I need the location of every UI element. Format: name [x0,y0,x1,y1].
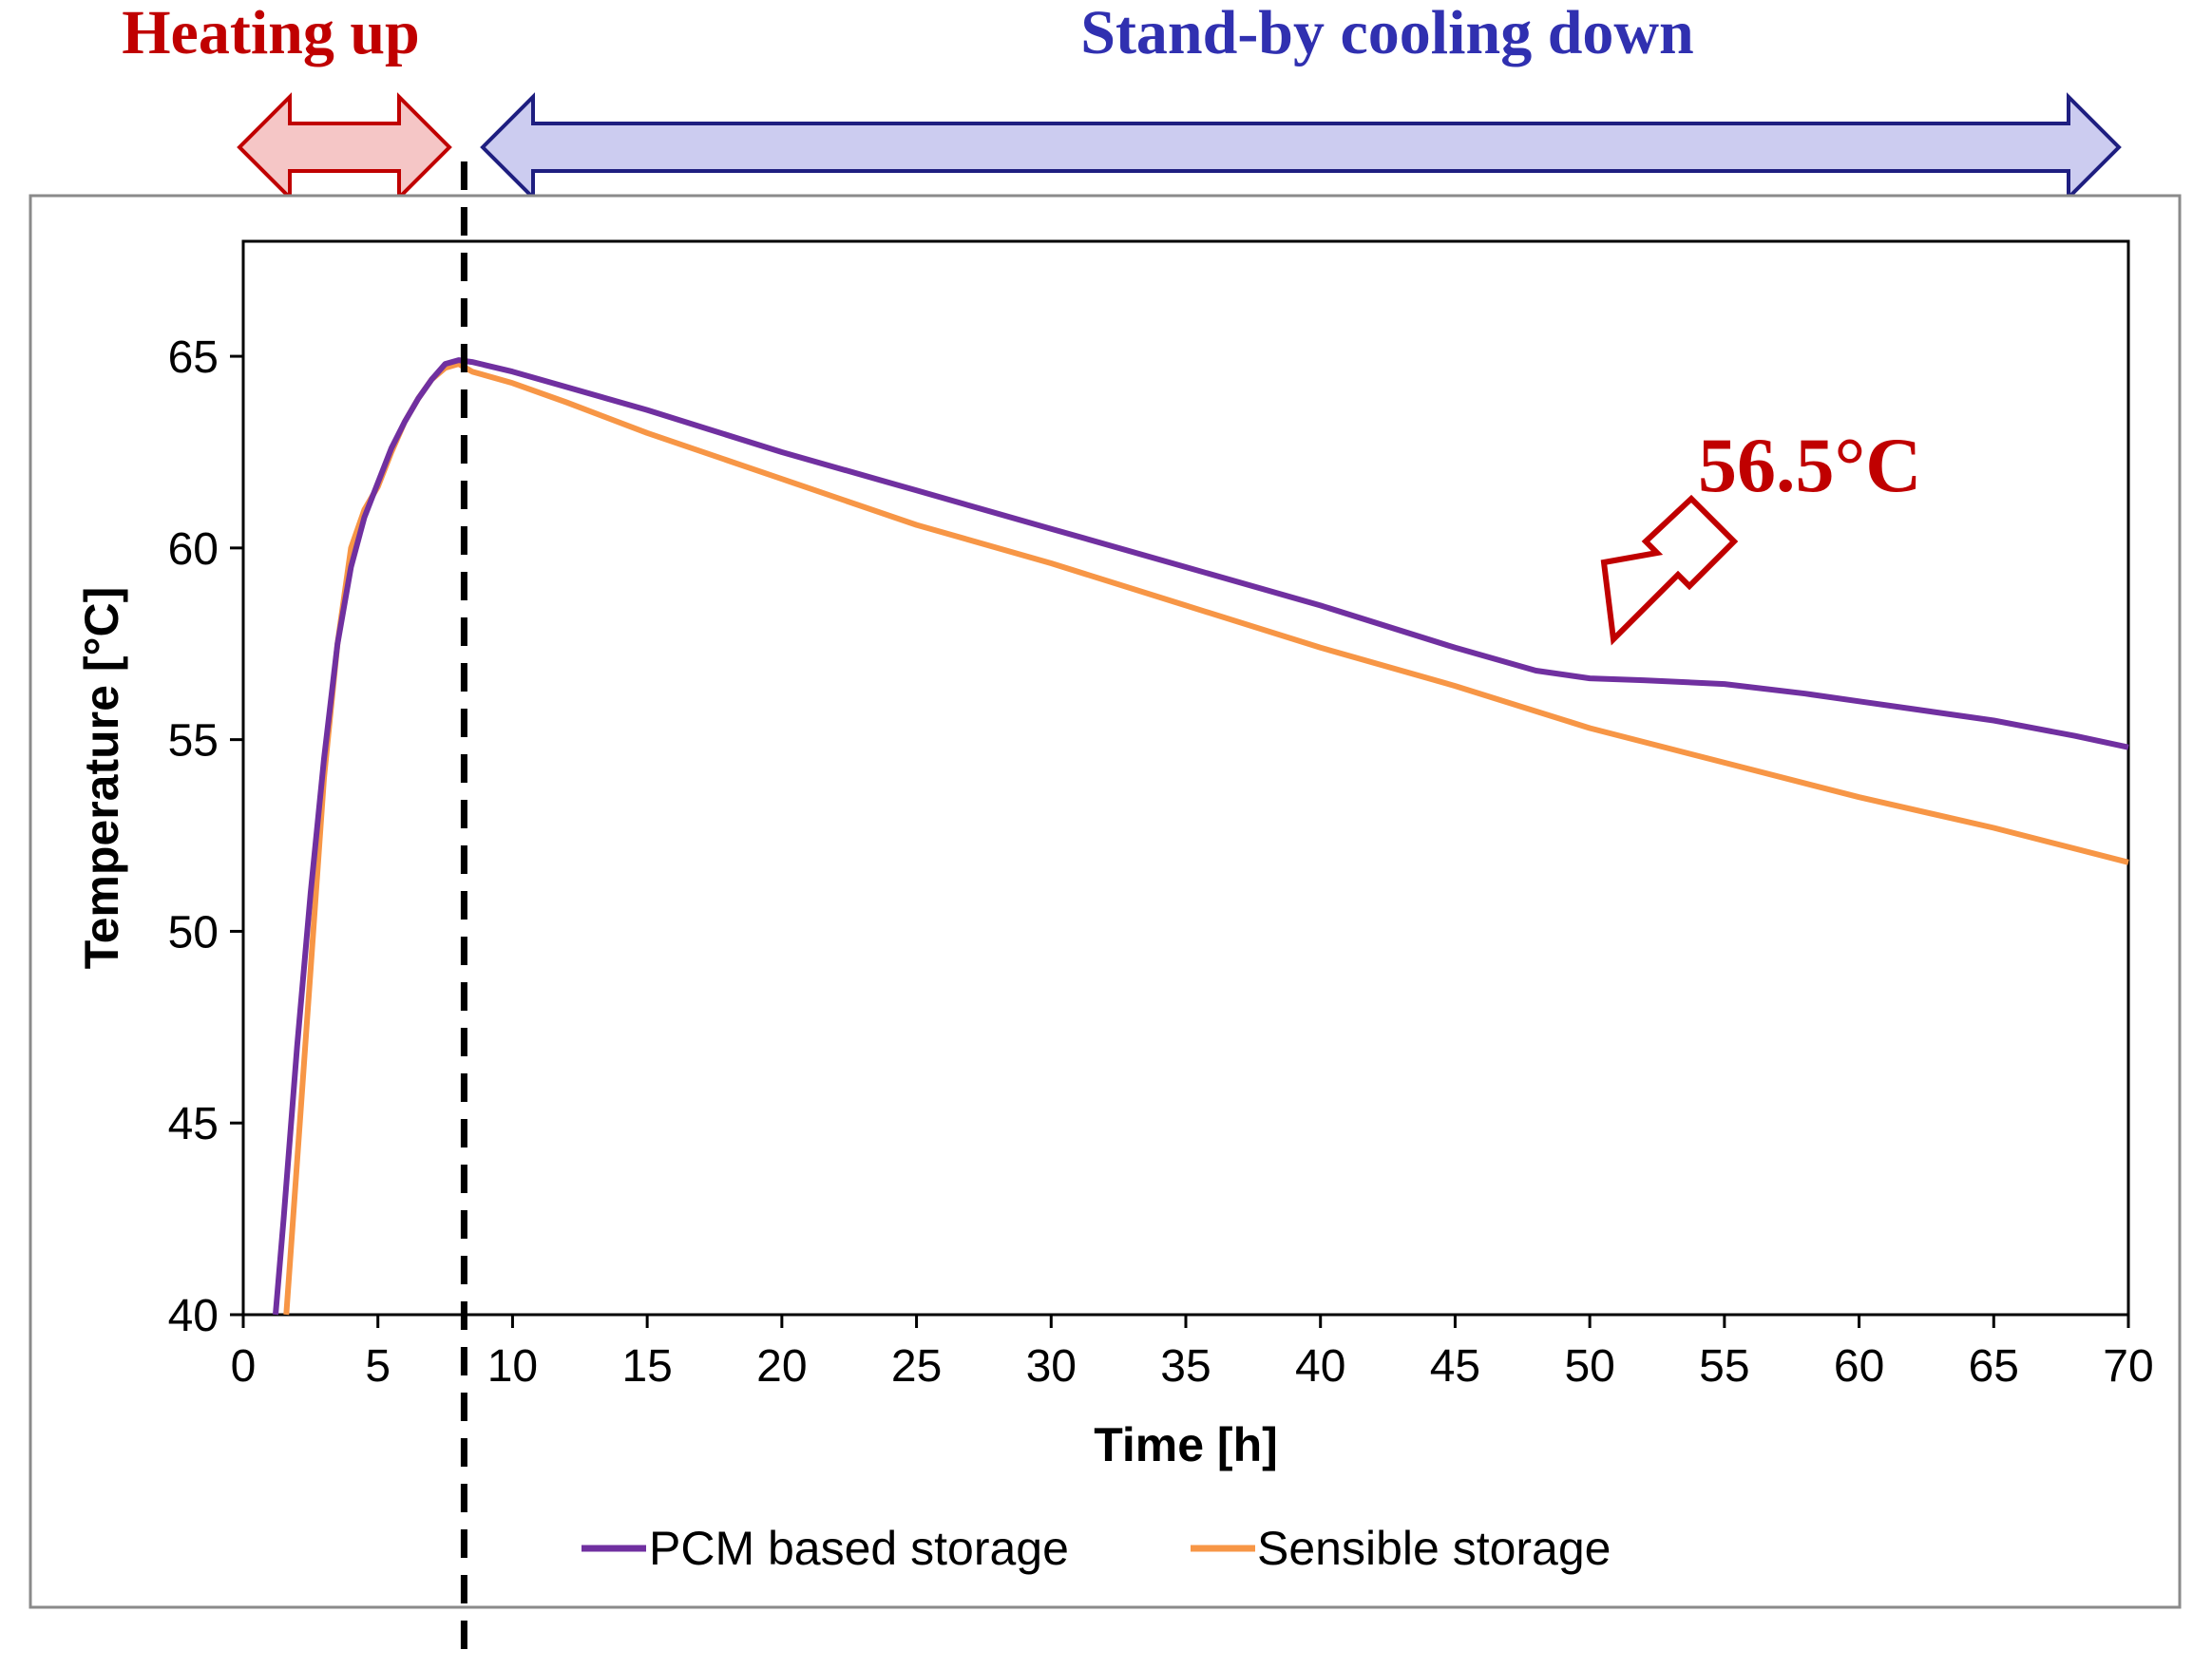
annotation-arrow-icon [1600,494,1739,646]
x-tick-label: 65 [1969,1341,2019,1392]
series-layer [273,357,2129,1316]
y-tick-label: 60 [168,524,219,575]
x-tick-label: 15 [621,1341,672,1392]
chart-area-frame [29,194,2182,1609]
x-tick-label: 35 [1160,1341,1211,1392]
series-line-pcm [273,357,2129,1316]
y-tick-label: 55 [168,716,219,767]
y-tick-label: 40 [168,1291,219,1341]
x-tick-label: 50 [1564,1341,1614,1392]
x-tick-label: 70 [2103,1341,2153,1392]
x-tick-label: 0 [231,1341,257,1392]
x-tick-label: 25 [891,1341,942,1392]
y-tick-label: 65 [168,332,219,383]
x-axis-title: Time [h] [1094,1418,1278,1471]
legend-label-pcm: PCM based storage [649,1522,1069,1575]
annotation-56-5c-label: 56.5°C [1698,422,1922,508]
x-tick-label: 30 [1026,1341,1077,1392]
y-tick-label: 45 [168,1099,219,1149]
x-tick-label: 5 [365,1341,391,1392]
y-axis-title: Temperature [°C] [75,587,128,969]
x-tick-label: 20 [756,1341,807,1392]
x-axis-ticks: 0 5 10 15 20 25 30 35 40 45 50 55 60 65 70 [231,1315,2154,1392]
heating-phase-arrow [237,92,452,202]
cooling-phase-arrow [480,92,2122,202]
legend-label-sensible: Sensible storage [1257,1522,1611,1575]
y-axis-ticks: 40 45 50 55 60 65 [168,332,243,1341]
x-tick-label: 40 [1295,1341,1345,1392]
x-tick-label: 55 [1699,1341,1749,1392]
y-tick-label: 50 [168,907,219,958]
standby-cooling-down-label: Stand-by cooling down [1080,0,1694,67]
x-tick-label: 45 [1430,1341,1480,1392]
x-tick-label: 10 [487,1341,538,1392]
legend: PCM based storage Sensible storage [582,1522,1611,1575]
heating-up-label: Heating up [122,0,420,67]
x-tick-label: 60 [1834,1341,1884,1392]
